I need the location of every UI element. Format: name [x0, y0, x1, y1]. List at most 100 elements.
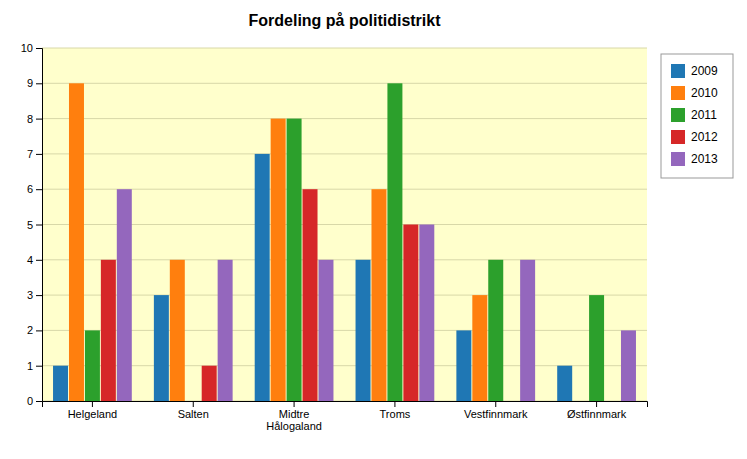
- bar: [589, 295, 604, 401]
- legend-item: 2013: [671, 152, 718, 166]
- bar: [287, 119, 302, 401]
- bar: [218, 260, 233, 401]
- grid-line: [42, 330, 647, 331]
- legend-item: 2010: [671, 86, 718, 100]
- y-tick-mark: [36, 401, 42, 402]
- x-tick-label: Vestfinnmark: [464, 408, 528, 420]
- y-tick-label: 0: [27, 395, 33, 407]
- legend-item: 2012: [671, 130, 718, 144]
- bar: [53, 366, 68, 401]
- y-tick: 8: [27, 113, 42, 125]
- grid-line: [42, 224, 647, 225]
- bar: [356, 260, 371, 401]
- legend-swatch: [671, 152, 685, 166]
- y-tick-label: 8: [27, 113, 33, 125]
- y-tick-mark: [36, 366, 42, 367]
- x-tick-mark: [495, 401, 496, 407]
- y-tick: 0: [27, 395, 42, 407]
- y-tick-label: 10: [21, 42, 33, 54]
- y-tick-label: 9: [27, 77, 33, 89]
- grid-line: [42, 48, 647, 49]
- bar: [472, 295, 487, 401]
- x-tick-mark: [294, 401, 295, 407]
- y-tick: 5: [27, 219, 42, 231]
- y-tick-label: 1: [27, 360, 33, 372]
- y-tick-mark: [36, 260, 42, 261]
- series: [53, 154, 572, 401]
- legend-label: 2012: [691, 130, 718, 144]
- legend-label: 2009: [691, 64, 718, 78]
- y-tick: 2: [27, 324, 42, 336]
- bar: [621, 330, 636, 401]
- legend-label: 2010: [691, 86, 718, 100]
- y-tick-label: 3: [27, 289, 33, 301]
- legend-swatch: [671, 108, 685, 122]
- x-tick-label: Østfinnmark: [567, 408, 627, 420]
- y-tick-mark: [36, 48, 42, 49]
- y-tick: 9: [27, 77, 42, 89]
- bars: [53, 83, 636, 401]
- x-tick-mark: [394, 401, 395, 407]
- bar: [456, 330, 471, 401]
- x-tick-label: MidtreHålogaland: [266, 408, 322, 433]
- plot: 012345678910HelgelandSaltenMidtreHålogal…: [21, 42, 648, 432]
- bar: [557, 366, 572, 401]
- bar: [117, 189, 132, 401]
- bar: [170, 260, 185, 401]
- legend-label: 2013: [691, 152, 718, 166]
- y-tick-mark: [36, 330, 42, 331]
- y-tick: 3: [27, 289, 42, 301]
- y-tick: 10: [21, 42, 42, 54]
- plot-background: [42, 48, 647, 401]
- y-tick-label: 2: [27, 324, 33, 336]
- x-tick-label: Helgeland: [68, 408, 118, 420]
- y-tick-mark: [36, 83, 42, 84]
- bar: [154, 295, 169, 401]
- y-tick: 6: [27, 183, 42, 195]
- title: Fordeling på politidistrikt: [249, 12, 442, 29]
- bar: [186, 401, 201, 402]
- bar: [318, 260, 333, 401]
- legend-swatch: [671, 130, 685, 144]
- bar: [504, 401, 519, 402]
- x-tick-mark: [596, 401, 597, 407]
- grid-line: [42, 118, 647, 119]
- grid-line: [42, 365, 647, 366]
- x-tick: MidtreHålogaland: [266, 401, 322, 432]
- x-tick-mark: [92, 401, 93, 407]
- legend-item: 2011: [671, 108, 717, 122]
- legend-swatch: [671, 64, 685, 78]
- x-tick-mark: [193, 401, 194, 407]
- bar: [488, 260, 503, 401]
- y-tick-label: 5: [27, 219, 33, 231]
- x-tick: Troms: [380, 401, 411, 420]
- x-tick-label-line: Troms: [380, 408, 411, 420]
- series: [117, 189, 636, 401]
- legend-swatch: [671, 86, 685, 100]
- bar: [605, 401, 620, 402]
- chart: Fordeling på politidistrikt 0 1 2 3 4 5 6 7 8 9 10 H…: [0, 0, 747, 459]
- y-tick-mark: [36, 225, 42, 226]
- legend-label: 2011: [691, 108, 717, 122]
- bar: [387, 83, 402, 401]
- grid-line: [42, 189, 647, 190]
- bar: [419, 225, 434, 402]
- x-tick-label-line: Østfinnmark: [567, 408, 627, 420]
- bar: [371, 189, 386, 401]
- bar: [271, 119, 286, 401]
- grid-line: [42, 153, 647, 154]
- x-tick-label: Troms: [380, 408, 411, 420]
- y-tick: 1: [27, 360, 42, 372]
- x-axis: HelgelandSaltenMidtreHålogalandTromsVest…: [43, 401, 648, 432]
- y-tick-label: 7: [27, 148, 33, 160]
- x-tick-label-line: Hålogaland: [266, 420, 322, 432]
- x-tick: Vestfinnmark: [464, 401, 528, 420]
- grid-line: [42, 295, 647, 296]
- y-tick-mark: [36, 154, 42, 155]
- y-tick-label: 6: [27, 183, 33, 195]
- y-tick: 4: [27, 254, 42, 266]
- legend: 2009 2010 2011 2012 2013: [661, 54, 733, 178]
- x-tick-label-line: Vestfinnmark: [464, 408, 528, 420]
- x-tick: Østfinnmark: [567, 401, 627, 420]
- x-tick-label-line: Midtre: [279, 408, 310, 420]
